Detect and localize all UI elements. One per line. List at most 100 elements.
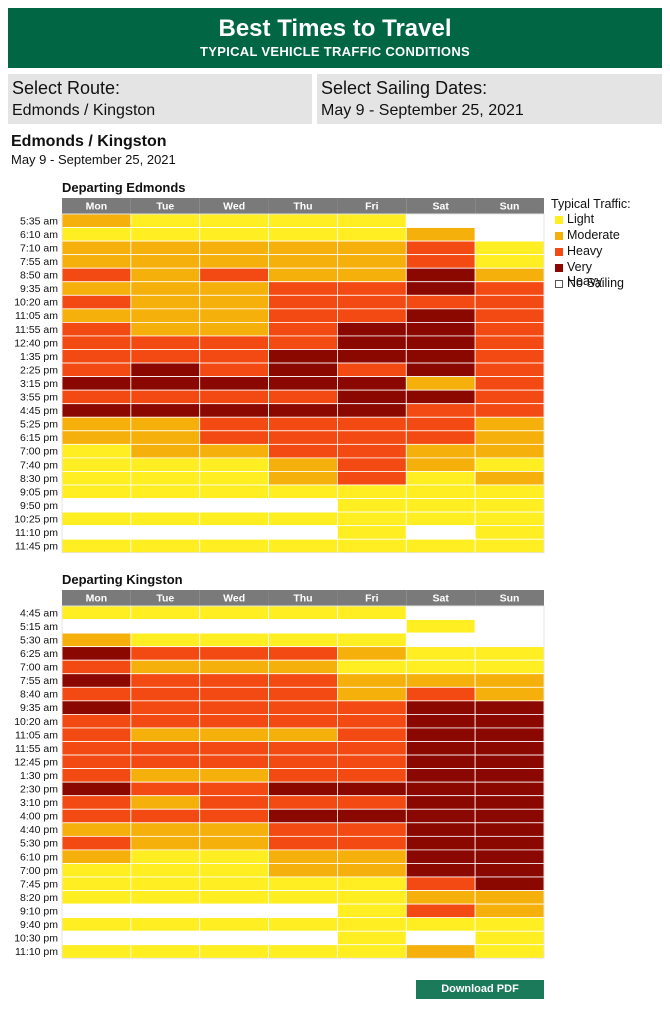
download-pdf-button[interactable]: Download PDF [416, 980, 544, 999]
route-selector[interactable]: Select Route: Edmonds / Kingston [8, 74, 312, 124]
kingston-cell-no-sailing [130, 903, 201, 919]
kingston-cell-heavy [199, 754, 269, 770]
edmonds-cell-light [337, 227, 407, 242]
edmonds-cell-heavy [130, 335, 201, 350]
edmonds-cell-moderate [130, 416, 201, 432]
edmonds-cell-moderate [61, 281, 132, 296]
edmonds-cell-light [199, 227, 269, 242]
edmonds-cell-heavy [337, 416, 407, 432]
edmonds-cell-very-heavy [337, 335, 407, 350]
edmonds-cell-no-sailing [199, 525, 269, 540]
kingston-cell-heavy [130, 741, 201, 756]
kingston-cell-light [268, 632, 338, 648]
kingston-col-header-bg-tue [130, 590, 200, 606]
kingston-cell-light [337, 890, 407, 905]
edmonds-cell-heavy [61, 294, 132, 310]
kingston-cell-no-sailing [199, 930, 269, 946]
kingston-cell-heavy [199, 781, 269, 797]
edmonds-cell-very-heavy [405, 322, 476, 337]
kingston-cell-light [199, 632, 269, 648]
kingston-cell-heavy [199, 700, 269, 715]
edmonds-row-label: 11:55 am [15, 324, 58, 336]
kingston-chart-title: Departing Kingston [62, 572, 183, 587]
edmonds-cell-moderate [268, 254, 338, 269]
edmonds-cell-moderate [61, 308, 132, 323]
kingston-cell-very-heavy [474, 727, 545, 742]
kingston-cell-light [130, 849, 201, 864]
kingston-cell-heavy [130, 808, 201, 824]
edmonds-row-label: 3:15 pm [20, 378, 58, 390]
edmonds-row-label: 11:10 pm [15, 527, 58, 539]
edmonds-cell-heavy [199, 362, 269, 378]
edmonds-cell-light [405, 538, 476, 554]
edmonds-cell-very-heavy [405, 349, 476, 364]
edmonds-cell-very-heavy [268, 362, 338, 378]
kingston-cell-very-heavy [474, 741, 545, 756]
kingston-cell-heavy [61, 659, 132, 675]
edmonds-cell-moderate [474, 471, 545, 486]
kingston-cell-moderate [405, 890, 476, 905]
edmonds-col-header-fri: Fri [365, 201, 379, 213]
kingston-cell-heavy [61, 835, 132, 851]
kingston-cell-no-sailing [61, 619, 132, 634]
kingston-cell-light [474, 917, 545, 932]
dates-selector[interactable]: Select Sailing Dates: May 9 - September … [317, 74, 662, 124]
edmonds-cell-heavy [405, 254, 476, 269]
edmonds-cell-very-heavy [268, 376, 338, 391]
edmonds-row-label: 4:45 pm [20, 405, 58, 417]
kingston-cell-heavy [130, 673, 201, 688]
kingston-cell-heavy [61, 754, 132, 770]
edmonds-cell-very-heavy [268, 403, 338, 418]
kingston-row-label: 7:00 pm [20, 865, 58, 877]
kingston-cell-very-heavy [405, 727, 476, 742]
edmonds-cell-heavy [199, 267, 269, 283]
kingston-cell-heavy [61, 714, 132, 729]
edmonds-cell-light [199, 538, 269, 554]
edmonds-cell-no-sailing [268, 525, 338, 540]
edmonds-row-label: 6:10 am [20, 229, 58, 241]
kingston-cell-light [130, 605, 201, 620]
kingston-cell-light [474, 930, 545, 946]
route-selector-value[interactable]: Edmonds / Kingston [12, 102, 156, 119]
edmonds-col-header-bg-tue [130, 198, 200, 214]
kingston-cell-very-heavy [268, 781, 338, 797]
edmonds-row-label: 8:50 am [20, 270, 58, 282]
kingston-cell-light [268, 605, 338, 620]
edmonds-row-label: 12:40 pm [14, 337, 58, 349]
edmonds-cell-light [405, 471, 476, 486]
edmonds-col-header-thu: Thu [293, 201, 312, 213]
kingston-cell-light [61, 876, 132, 891]
edmonds-chart-title: Departing Edmonds [62, 180, 186, 195]
edmonds-cell-light [405, 511, 476, 527]
edmonds-cell-moderate [199, 443, 269, 459]
dates-selector-value[interactable]: May 9 - September 25, 2021 [321, 102, 524, 119]
kingston-row-label: 5:15 am [20, 621, 58, 633]
kingston-cell-light [199, 876, 269, 891]
edmonds-col-header-bg-mon [62, 198, 131, 214]
edmonds-cell-light [199, 457, 269, 472]
edmonds-cell-moderate [199, 294, 269, 310]
kingston-cell-very-heavy [474, 781, 545, 797]
edmonds-cell-heavy [405, 403, 476, 418]
kingston-cell-very-heavy [474, 700, 545, 715]
edmonds-cell-light [474, 538, 545, 554]
edmonds-row-label: 7:10 am [20, 242, 58, 254]
edmonds-cell-heavy [61, 322, 132, 337]
edmonds-cell-no-sailing [474, 213, 545, 228]
kingston-cell-very-heavy [337, 808, 407, 824]
edmonds-row-label: 10:20 am [14, 297, 58, 309]
dates-selector-label: Select Sailing Dates: [321, 78, 488, 98]
kingston-cell-no-sailing [474, 632, 545, 648]
edmonds-col-header-sun: Sun [500, 201, 520, 213]
edmonds-cell-very-heavy [130, 403, 201, 418]
edmonds-cell-moderate [474, 430, 545, 445]
edmonds-row-label: 8:30 pm [20, 473, 58, 485]
kingston-cell-heavy [337, 768, 407, 783]
edmonds-cell-moderate [130, 294, 201, 310]
edmonds-cell-no-sailing [405, 525, 476, 540]
kingston-row-label: 1:30 pm [20, 770, 58, 782]
kingston-row-label: 12:45 pm [14, 756, 58, 768]
kingston-cell-light [199, 849, 269, 864]
kingston-cell-moderate [130, 835, 201, 851]
